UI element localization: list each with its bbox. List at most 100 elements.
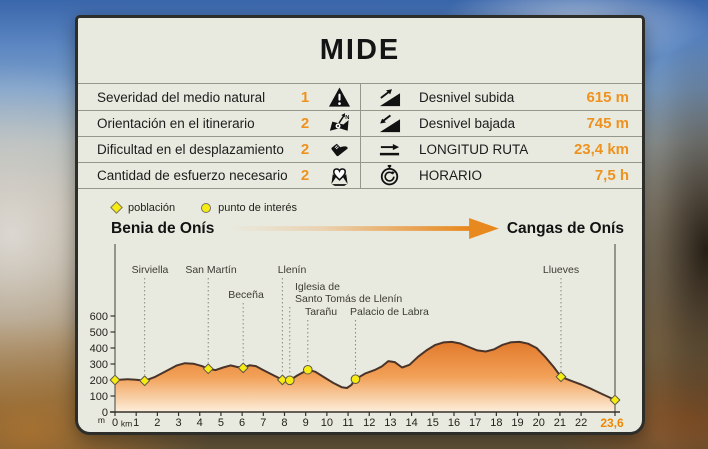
population-marker	[109, 374, 121, 386]
compass-map-icon: N	[318, 112, 360, 135]
place-label: Llenín	[278, 264, 307, 276]
stat-row-ascent: Desnivel subida 615 m	[360, 84, 642, 110]
rating-row-orientation: Orientación en el itinerario 2 N	[78, 110, 360, 136]
x-tick-label: 8	[281, 417, 287, 429]
x-tick-label: 10	[321, 417, 333, 429]
y-tick-label: 500	[90, 327, 108, 339]
y-tick-label: 0	[102, 407, 108, 419]
x-tick-label: 4	[197, 417, 203, 429]
x-tick-label: 11	[342, 417, 353, 429]
stat-value: 615 m	[586, 88, 629, 106]
boot-icon	[318, 138, 360, 161]
stat-label: Desnivel bajada	[419, 116, 516, 131]
stat-row-time: HORARIO 7,5 h	[360, 162, 642, 188]
y-tick-label: 200	[90, 375, 108, 387]
rating-row-effort: Cantidad de esfuerzo necesario 2	[78, 162, 360, 188]
x-tick-label: 12	[363, 417, 375, 429]
svg-text:N: N	[345, 115, 349, 121]
rating-label: Cantidad de esfuerzo necesario	[97, 168, 288, 183]
x-tick-label: 7	[260, 417, 266, 429]
stat-label: LONGITUD RUTA	[419, 142, 529, 157]
heart-icon	[318, 164, 360, 187]
poi-marker	[350, 374, 361, 384]
chart-legend: población punto de interés	[110, 200, 642, 215]
x-tick-label: 9	[303, 417, 309, 429]
place-label: San Martín	[185, 264, 237, 276]
place-label: Iglesia de	[295, 281, 340, 293]
x-tick-label: 18	[490, 417, 502, 429]
stat-value: 7,5 h	[594, 167, 629, 184]
x-tick-label: 22	[575, 417, 587, 429]
route-start-label: Benia de Onís	[111, 219, 215, 237]
x-tick-label: 0	[112, 417, 118, 429]
place-label: Tarañu	[305, 306, 337, 318]
elevation-area	[115, 341, 615, 412]
route-end-label: Cangas de Onís	[506, 219, 624, 237]
population-marker	[139, 375, 151, 387]
stat-label: Desnivel subida	[419, 89, 515, 105]
poi-marker	[284, 375, 295, 386]
mide-table: Severidad del medio natural 1 Desnivel s…	[78, 83, 642, 189]
rating-value: 1	[300, 88, 310, 106]
x-tick-label: 16	[448, 417, 460, 429]
population-marker	[555, 371, 567, 383]
stat-row-length: LONGITUD RUTA 23,4 km	[360, 136, 642, 162]
y-tick-label: 100	[90, 391, 108, 403]
slope-up-icon	[372, 86, 406, 109]
card-header: MIDE	[78, 18, 642, 83]
poi-circle-icon	[201, 202, 212, 213]
rating-value: 2	[300, 141, 310, 158]
stat-label: HORARIO	[419, 168, 483, 183]
x-tick-label: 19	[511, 417, 523, 429]
rating-label: Dificultad en el desplazamiento	[97, 142, 284, 157]
place-label: Beceña	[228, 289, 264, 301]
x-tick-label: 20	[533, 417, 545, 429]
rating-value: 2	[300, 115, 310, 132]
y-tick-label: 600	[90, 311, 108, 323]
place-label: Palacio de Labra	[350, 306, 429, 318]
route-direction: Benia de Onís Cangas de Onís	[111, 216, 624, 241]
stat-value: 745 m	[586, 115, 629, 132]
x-end-label: 23,6	[600, 416, 624, 430]
route-length-icon	[372, 138, 406, 161]
warning-icon	[318, 86, 360, 109]
legend-population-label: población	[128, 201, 176, 214]
slope-down-icon	[372, 112, 406, 135]
rating-label: Severidad del medio natural	[97, 89, 266, 105]
mide-card: MIDE Severidad del medio natural 1 Desni…	[75, 15, 645, 435]
poi-marker	[302, 364, 313, 375]
rating-label: Orientación en el itinerario	[97, 116, 255, 131]
legend-population: población	[110, 201, 176, 214]
stat-value: 23,4 km	[573, 141, 629, 158]
rating-value: 2	[300, 167, 310, 184]
x-tick-label: 21	[554, 417, 566, 429]
y-axis-unit: m	[98, 415, 105, 425]
x-tick-label: 13	[384, 417, 396, 429]
page-title: MIDE	[319, 34, 401, 66]
stopwatch-icon	[372, 164, 406, 187]
x-tick-label: 2	[154, 417, 160, 429]
route-direction-arrow-icon	[228, 217, 499, 240]
y-tick-label: 400	[90, 343, 108, 355]
rating-row-severity: Severidad del medio natural 1	[78, 84, 360, 110]
population-diamond-icon	[110, 201, 123, 214]
legend-poi-label: punto de interés	[218, 201, 297, 214]
population-marker	[202, 363, 214, 375]
place-label: Llueves	[543, 264, 579, 276]
x-tick-label: 5	[218, 417, 224, 429]
x-tick-label: 6	[239, 417, 245, 429]
population-marker	[609, 394, 621, 406]
x-tick-label: 17	[469, 417, 481, 429]
x-axis-unit: km	[121, 419, 132, 429]
place-label: Sirviella	[132, 264, 169, 276]
x-tick-label: 3	[175, 417, 181, 429]
legend-poi: punto de interés	[201, 202, 297, 214]
stat-row-descent: Desnivel bajada 745 m	[360, 110, 642, 136]
x-tick-label: 15	[427, 417, 439, 429]
place-label: Santo Tomás de Llenín	[295, 293, 402, 305]
x-tick-label: 1	[133, 417, 139, 429]
x-tick-label: 14	[405, 417, 417, 429]
population-marker	[237, 362, 249, 374]
rating-row-difficulty: Dificultad en el desplazamiento 2	[78, 136, 360, 162]
